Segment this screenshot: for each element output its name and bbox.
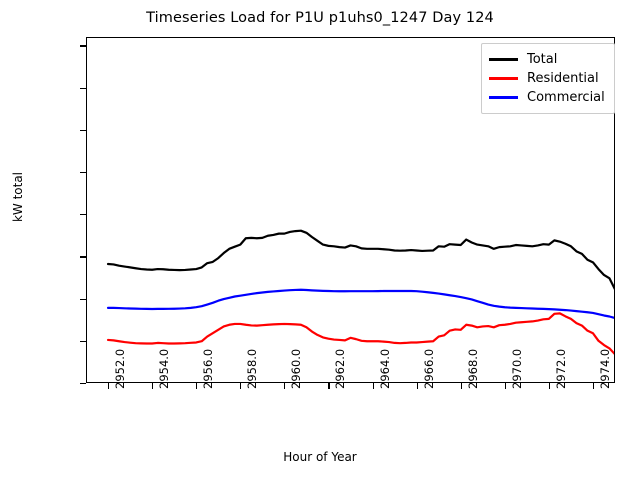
- series-lines: [106, 229, 615, 356]
- legend-swatch-commercial: [489, 96, 518, 99]
- legend-swatch-residential: [489, 77, 518, 80]
- plot-frame: [86, 37, 615, 383]
- legend-label-commercial: Commercial: [527, 90, 605, 105]
- x-tick-mark: [240, 383, 242, 389]
- x-tick-mark: [372, 383, 374, 389]
- y-tick-mark: [80, 129, 86, 131]
- legend-item-commercial: Commercial: [489, 88, 607, 107]
- series-line-commercial: [106, 288, 615, 320]
- y-tick-mark: [80, 340, 86, 342]
- x-tick-mark: [460, 383, 462, 389]
- legend-swatch-total: [489, 58, 518, 61]
- y-tick-mark: [80, 214, 86, 216]
- y-tick-mark: [80, 298, 86, 300]
- x-tick-mark: [548, 383, 550, 389]
- y-tick-mark: [80, 87, 86, 89]
- x-tick-mark: [592, 383, 595, 389]
- series-line-total: [106, 229, 615, 291]
- chart-title: Timeseries Load for P1U p1uhs0_1247 Day …: [146, 10, 494, 26]
- x-tick-mark: [152, 383, 154, 389]
- y-tick-mark: [80, 172, 86, 174]
- legend-label-total: Total: [527, 52, 558, 67]
- x-axis-label: Hour of Year: [283, 450, 357, 464]
- y-tick-mark: [80, 256, 86, 258]
- x-tick-mark: [108, 383, 110, 389]
- y-tick-mark: [80, 45, 86, 47]
- x-tick-mark: [328, 383, 330, 389]
- legend-item-residential: Residential: [489, 69, 607, 88]
- x-tick-mark: [504, 383, 506, 389]
- chart-legend: Total Residential Commercial: [481, 43, 615, 114]
- series-line-residential: [106, 312, 615, 356]
- y-axis-label: kW total: [11, 171, 25, 223]
- legend-label-residential: Residential: [527, 71, 599, 86]
- x-tick-mark: [284, 383, 286, 389]
- x-tick-mark: [416, 383, 418, 389]
- x-tick-mark: [196, 383, 198, 389]
- plot-area: [86, 37, 615, 383]
- y-tick-mark: [80, 383, 86, 385]
- legend-item-total: Total: [489, 50, 607, 69]
